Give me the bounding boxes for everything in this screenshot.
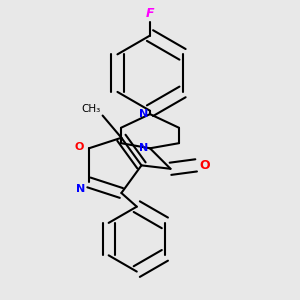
- Text: N: N: [76, 184, 86, 194]
- Text: N: N: [139, 143, 148, 153]
- Text: CH₃: CH₃: [82, 104, 101, 114]
- Text: N: N: [139, 109, 148, 119]
- Text: O: O: [200, 159, 210, 172]
- Text: O: O: [74, 142, 84, 152]
- Text: F: F: [146, 7, 154, 20]
